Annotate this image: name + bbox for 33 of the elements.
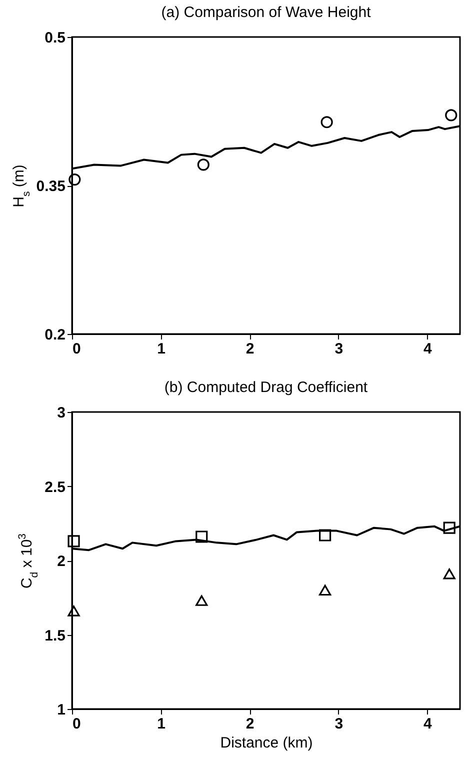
x-tick-label: 3 — [334, 716, 344, 732]
x-tick-label: 2 — [246, 340, 254, 358]
point — [443, 522, 456, 534]
x-tick-label: 4 — [423, 716, 432, 732]
y-tick-label: 2.5 — [44, 478, 66, 496]
point — [445, 109, 458, 122]
point — [443, 568, 456, 580]
x-tick-label: 3 — [334, 340, 344, 358]
point — [68, 535, 80, 548]
y-tick-label: 3 — [57, 404, 66, 422]
point — [319, 529, 332, 542]
y-tick-label: 0.35 — [36, 178, 66, 195]
point — [196, 595, 208, 606]
x-tick-label: 0 — [72, 340, 81, 358]
point — [68, 606, 80, 616]
x-tick-label: 4 — [423, 340, 432, 358]
y-tick-label: 0.2 — [44, 326, 66, 344]
y-tick-label: 2 — [57, 553, 66, 570]
y-tick-label: 0.5 — [44, 30, 66, 46]
point — [319, 584, 332, 596]
x-tick-label: 1 — [157, 340, 166, 358]
x-tick-label: 1 — [157, 716, 166, 732]
point — [196, 530, 208, 543]
x-tick-label: 0 — [72, 716, 81, 732]
point — [320, 116, 333, 128]
point — [197, 158, 210, 171]
x-tick-label: 2 — [246, 716, 254, 732]
y-tick-label: 1.5 — [44, 627, 66, 644]
chart-title: (b) Computed Drag Coefficient — [164, 379, 368, 396]
chart-title: (a) Comparison of Wave Height — [161, 4, 372, 21]
y-tick-label: 1 — [57, 702, 66, 718]
point — [68, 174, 81, 186]
x-axis-title: Distance (km) — [220, 734, 313, 752]
